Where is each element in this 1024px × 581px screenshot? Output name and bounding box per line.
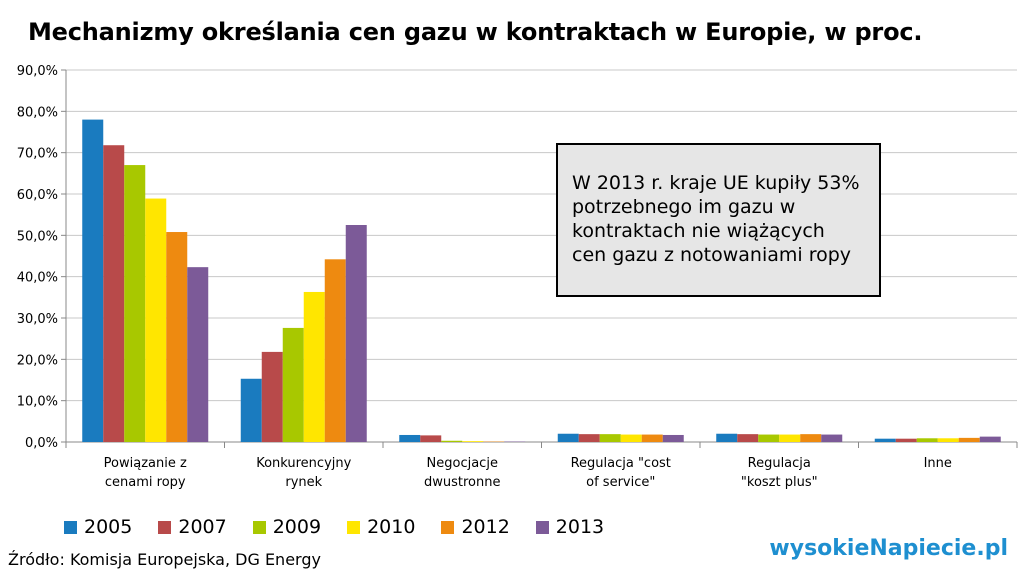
bar xyxy=(874,438,896,442)
x-tick-label: Regulacja xyxy=(748,456,811,471)
legend-swatch xyxy=(535,520,549,534)
legend-item: 2010 xyxy=(347,516,415,538)
bar xyxy=(716,433,738,442)
y-tick-label: 60,0% xyxy=(17,188,58,203)
bar xyxy=(916,438,938,442)
y-tick-label: 10,0% xyxy=(17,395,58,410)
bar xyxy=(821,434,843,442)
x-tick-label: Powiązanie z xyxy=(104,456,187,471)
annotation-box: W 2013 r. kraje UE kupiły 53% potrzebneg… xyxy=(556,143,881,297)
bar xyxy=(166,232,188,442)
y-tick-label: 30,0% xyxy=(17,312,58,327)
bar xyxy=(441,440,463,442)
bar xyxy=(578,434,600,442)
y-tick-label: 20,0% xyxy=(17,353,58,368)
bar xyxy=(261,351,283,442)
bar xyxy=(303,291,325,442)
legend-swatch xyxy=(64,520,77,534)
x-tick-label: rynek xyxy=(285,475,322,490)
brand-logo: wysokieNapiecie.pl xyxy=(769,536,1008,561)
x-tick-label: Konkurencyjny xyxy=(256,456,351,471)
legend-item: 2013 xyxy=(535,516,605,538)
legend-label: 2009 xyxy=(272,516,322,538)
y-tick-label: 40,0% xyxy=(17,271,58,286)
bar xyxy=(662,434,684,442)
x-tick-label: Negocjacje xyxy=(427,456,498,471)
legend-item: 2012 xyxy=(441,516,510,538)
legend-swatch xyxy=(441,520,455,534)
legend-item: 2009 xyxy=(252,516,322,538)
legend-item: 2007 xyxy=(158,516,227,538)
bar xyxy=(345,225,367,442)
y-tick-label: 70,0% xyxy=(17,147,58,162)
bar xyxy=(324,259,346,442)
x-tick-label: Inne xyxy=(924,456,952,471)
bar xyxy=(800,434,822,442)
bar xyxy=(103,145,125,442)
bar xyxy=(937,438,959,442)
bar xyxy=(240,378,262,442)
y-tick-label: 90,0% xyxy=(17,64,58,79)
bar xyxy=(420,435,442,442)
bar xyxy=(399,434,421,442)
legend-label: 2010 xyxy=(367,516,416,538)
legend-item: 2005 xyxy=(64,516,132,538)
x-tick-label: dwustronne xyxy=(424,475,500,490)
legend-swatch xyxy=(158,520,172,534)
bar xyxy=(145,198,167,442)
legend-label: 2007 xyxy=(178,516,227,538)
source-note: Źródło: Komisja Europejska, DG Energy xyxy=(8,550,321,569)
bar xyxy=(462,441,484,442)
bar xyxy=(641,434,663,442)
y-tick-label: 80,0% xyxy=(17,105,58,120)
bar xyxy=(124,165,146,443)
x-tick-label: of service" xyxy=(586,475,655,490)
chart-title: Mechanizmy określania cen gazu w kontrak… xyxy=(28,18,923,46)
bar xyxy=(737,434,759,442)
x-tick-label: Regulacja "cost xyxy=(571,456,671,471)
y-tick-label: 0,0% xyxy=(25,436,58,451)
bar xyxy=(282,327,304,442)
y-tick-label: 50,0% xyxy=(17,229,58,244)
legend-swatch xyxy=(347,520,361,534)
legend-label: 2012 xyxy=(461,516,510,538)
bar xyxy=(895,438,917,442)
bar xyxy=(958,437,980,442)
bar xyxy=(779,434,801,442)
bar xyxy=(979,436,1001,442)
x-tick-label: cenami ropy xyxy=(105,475,186,490)
legend-label: 2005 xyxy=(84,516,133,538)
bar xyxy=(599,434,621,442)
bar xyxy=(82,119,104,442)
bar xyxy=(758,434,780,442)
legend-swatch xyxy=(252,520,266,534)
bar xyxy=(620,434,642,442)
bar xyxy=(557,433,579,442)
x-tick-label: "koszt plus" xyxy=(741,475,818,490)
bar xyxy=(187,267,209,442)
legend-label: 2013 xyxy=(555,516,605,538)
legend: 2005 2007 2009 2010 2012 2013 xyxy=(64,516,630,538)
